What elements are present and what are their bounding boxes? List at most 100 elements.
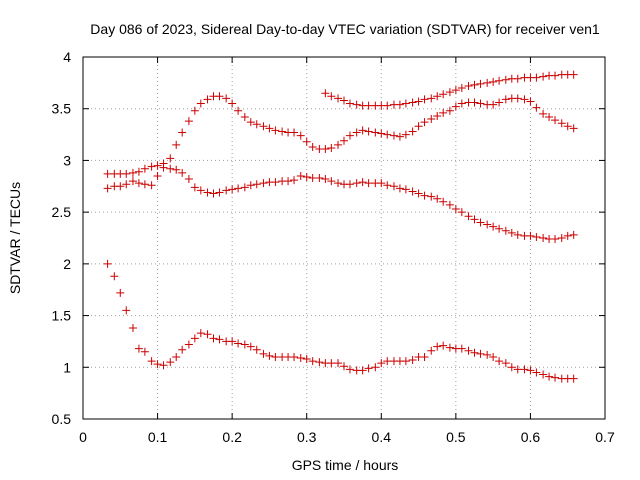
data-point bbox=[445, 200, 454, 209]
data-point bbox=[401, 185, 410, 194]
data-point bbox=[234, 184, 243, 193]
data-point bbox=[489, 222, 498, 231]
data-point bbox=[439, 90, 448, 99]
data-point bbox=[433, 342, 442, 351]
data-point bbox=[278, 127, 287, 136]
x-tick-label: 0.2 bbox=[222, 429, 242, 445]
x-tick-label: 0.7 bbox=[595, 429, 615, 445]
series-1 bbox=[103, 259, 578, 383]
data-point bbox=[240, 112, 249, 121]
y-tick-label: 2 bbox=[63, 256, 71, 272]
data-point bbox=[526, 366, 535, 375]
data-point bbox=[308, 142, 317, 151]
data-point bbox=[134, 344, 143, 353]
data-point bbox=[159, 159, 168, 168]
data-point bbox=[445, 88, 454, 97]
data-point bbox=[196, 186, 205, 195]
data-point bbox=[334, 140, 343, 149]
data-point bbox=[408, 356, 417, 365]
data-point bbox=[184, 117, 193, 126]
data-point bbox=[265, 124, 274, 133]
data-point bbox=[140, 164, 149, 173]
data-point bbox=[451, 102, 460, 111]
data-point bbox=[340, 96, 348, 105]
data-point bbox=[345, 365, 354, 374]
data-point bbox=[439, 341, 448, 350]
data-point bbox=[172, 140, 181, 149]
data-point bbox=[103, 184, 112, 193]
data-point bbox=[513, 230, 522, 239]
data-point bbox=[464, 346, 473, 355]
data-point bbox=[228, 99, 237, 108]
data-point bbox=[315, 174, 324, 183]
data-point bbox=[116, 288, 125, 297]
data-point bbox=[215, 92, 224, 101]
data-point bbox=[545, 372, 554, 381]
data-point bbox=[557, 119, 566, 128]
data-point bbox=[569, 374, 578, 383]
data-point bbox=[433, 92, 442, 101]
data-point bbox=[364, 364, 373, 373]
data-point bbox=[520, 95, 529, 104]
data-point bbox=[215, 335, 224, 344]
data-point bbox=[557, 234, 566, 242]
data-point bbox=[551, 116, 560, 125]
data-point bbox=[259, 122, 268, 131]
data-point bbox=[457, 99, 466, 108]
data-point bbox=[526, 97, 535, 106]
data-point bbox=[203, 95, 212, 104]
data-point bbox=[476, 349, 485, 358]
data-point bbox=[401, 357, 410, 366]
data-point bbox=[196, 329, 205, 338]
data-point bbox=[408, 98, 417, 107]
data-point bbox=[252, 180, 261, 189]
data-point bbox=[526, 231, 535, 240]
data-point bbox=[222, 94, 231, 103]
data-point bbox=[252, 120, 261, 129]
y-tick-label: 4 bbox=[63, 49, 71, 65]
data-point bbox=[110, 272, 119, 281]
data-point bbox=[296, 353, 305, 362]
data-point bbox=[489, 352, 498, 361]
data-point bbox=[476, 79, 485, 88]
data-point bbox=[464, 212, 473, 221]
data-point bbox=[371, 363, 380, 372]
data-point bbox=[489, 100, 498, 109]
data-point bbox=[389, 131, 398, 140]
data-point bbox=[569, 124, 578, 133]
data-point bbox=[128, 168, 137, 177]
data-point bbox=[513, 94, 522, 103]
data-point bbox=[439, 108, 448, 117]
data-point bbox=[122, 180, 131, 189]
y-axis: 0.5 1 1.5 2 2.5 3 3.5 4 bbox=[52, 49, 605, 427]
data-point bbox=[296, 171, 305, 180]
data-point bbox=[470, 98, 479, 107]
data-point bbox=[178, 168, 187, 177]
data-point bbox=[414, 97, 423, 106]
plot-frame bbox=[82, 56, 606, 420]
data-point bbox=[222, 186, 231, 195]
data-point bbox=[190, 334, 199, 343]
data-point bbox=[545, 112, 554, 121]
data-point bbox=[166, 164, 175, 173]
data-point bbox=[128, 323, 137, 332]
data-point bbox=[420, 352, 429, 361]
data-point bbox=[495, 76, 504, 85]
x-axis-label: GPS time / hours bbox=[292, 457, 399, 473]
data-point bbox=[457, 208, 466, 217]
data-point bbox=[159, 361, 168, 370]
data-point bbox=[483, 220, 492, 229]
data-point bbox=[551, 373, 560, 382]
data-point bbox=[271, 178, 280, 187]
data-point bbox=[128, 177, 137, 186]
data-point bbox=[420, 191, 429, 200]
data-point bbox=[190, 183, 199, 192]
data-point bbox=[134, 167, 143, 176]
data-point bbox=[178, 345, 187, 354]
data-point bbox=[551, 235, 560, 244]
data-point bbox=[539, 109, 548, 118]
data-point bbox=[451, 86, 460, 95]
data-point bbox=[377, 129, 386, 138]
data-point bbox=[408, 187, 417, 196]
data-point bbox=[520, 365, 529, 374]
